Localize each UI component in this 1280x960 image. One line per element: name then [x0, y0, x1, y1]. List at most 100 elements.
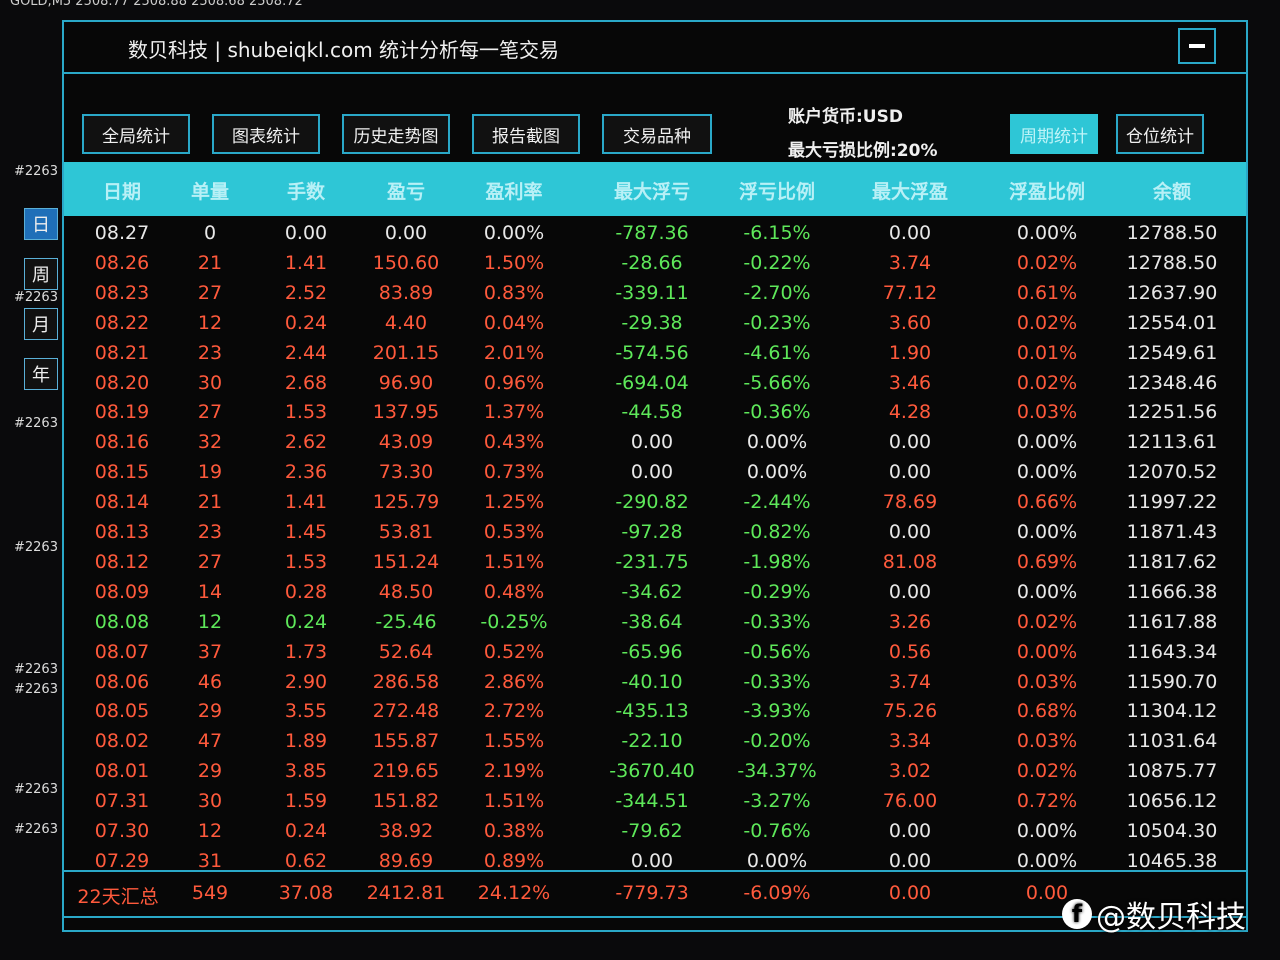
table-cell: 0	[203, 222, 217, 244]
table-cell: 27	[197, 550, 223, 573]
table-cell: 73.30	[378, 461, 434, 484]
table-cell: 0.00%	[1016, 431, 1078, 454]
table-cell: 1.59	[284, 790, 328, 813]
table-cell: 0.00	[888, 521, 932, 543]
table-cell: 0.68%	[1016, 700, 1078, 723]
table-cell: -28.66	[621, 251, 683, 274]
column-header[interactable]: 手数	[286, 181, 326, 203]
table-row[interactable]: 08.26 21 1.41 150.60 1.50% -28.66 -0.22% 3.74 0.…	[64, 250, 1246, 280]
table-row[interactable]: 07.30 12 0.24 38.92 0.38% -79.62 -0.76% 0.00 0.0…	[64, 818, 1246, 848]
table-cell: 1.41	[284, 251, 328, 274]
table-cell: 12	[197, 820, 223, 842]
table-cell: 08.07	[94, 640, 150, 663]
table-cell: 0.03%	[1016, 401, 1078, 424]
table-row[interactable]: 08.02 47 1.89 155.87 1.55% -22.10 -0.20% 3.34 0.…	[64, 728, 1246, 758]
period-button-3[interactable]: 年	[24, 358, 58, 390]
period-button-1[interactable]: 周	[24, 258, 58, 290]
table-row[interactable]: 07.29 31 0.62 89.69 0.89% 0.00 0.00% 0.00 0.00% 1…	[64, 848, 1246, 878]
table-cell: 0.96%	[483, 371, 545, 394]
table-cell: -5.66%	[743, 371, 811, 394]
tab-button-0[interactable]: 全局统计	[82, 114, 190, 154]
column-header[interactable]: 浮盈比例	[1008, 181, 1086, 203]
table-cell: 0.48%	[483, 580, 545, 603]
tab-button-5[interactable]: 周期统计	[1010, 114, 1098, 154]
table-row[interactable]: 08.07 37 1.73 52.64 0.52% -65.96 -0.56% 0.56 0.0…	[64, 639, 1246, 669]
table-cell: 29	[197, 700, 223, 723]
table-cell: 0.62	[284, 849, 328, 872]
table-row[interactable]: 08.22 12 0.24 4.40 0.04% -29.38 -0.23% 3.60 0.02…	[64, 310, 1246, 340]
order-tag: #2263	[14, 682, 58, 697]
table-cell: 0.00%	[1016, 849, 1078, 872]
table-cell: 1.45	[284, 521, 328, 543]
table-cell: 0.00	[888, 849, 932, 872]
period-button-2[interactable]: 月	[24, 308, 58, 340]
table-cell: 0.83%	[483, 281, 545, 304]
column-header[interactable]: 最大浮亏	[613, 181, 691, 203]
table-cell: -0.76%	[743, 820, 811, 842]
title-bar: 数贝科技 | shubeiqkl.com 统计分析每一笔交易	[64, 22, 1246, 74]
table-cell: 21	[197, 491, 223, 514]
table-row[interactable]: 08.21 23 2.44 201.15 2.01% -574.56 -4.61% 1.90 0…	[64, 340, 1246, 370]
table-cell: -3670.40	[609, 760, 695, 783]
table-cell: 1.51%	[483, 790, 545, 813]
table-row[interactable]: 08.13 23 1.45 53.81 0.53% -97.28 -0.82% 0.00 0.0…	[64, 519, 1246, 549]
table-cell: -34.62	[621, 580, 683, 603]
table-row[interactable]: 08.06 46 2.90 286.58 2.86% -40.10 -0.33% 3.74 0.…	[64, 669, 1246, 699]
table-cell: 14	[197, 580, 223, 603]
table-cell: 08.09	[94, 580, 150, 603]
table-row[interactable]: 08.12 27 1.53 151.24 1.51% -231.75 -1.98% 81.08…	[64, 549, 1246, 579]
minimize-icon	[1189, 44, 1205, 48]
tab-button-3[interactable]: 报告截图	[472, 114, 580, 154]
table-cell: 1.53	[284, 550, 328, 573]
table-row[interactable]: 08.14 21 1.41 125.79 1.25% -290.82 -2.44% 78.69…	[64, 489, 1246, 519]
column-header[interactable]: 盈亏	[386, 181, 426, 203]
table-row[interactable]: 08.27 0 0.00 0.00 0.00% -787.36 -6.15% 0.00 0.00…	[64, 220, 1246, 250]
table-cell: -44.58	[621, 401, 683, 424]
column-header[interactable]: 盈利率	[485, 181, 543, 203]
table-cell: 151.24	[372, 550, 440, 573]
table-cell: 0.00%	[1016, 521, 1078, 543]
table-row[interactable]: 08.16 32 2.62 43.09 0.43% 0.00 0.00% 0.00 0.00% 1…	[64, 429, 1246, 459]
table-cell: 23	[197, 521, 223, 543]
table-cell: -0.56%	[743, 640, 811, 663]
column-header[interactable]: 余额	[1152, 181, 1192, 203]
table-cell: 0.00	[888, 580, 932, 603]
column-header[interactable]: 最大浮盈	[871, 181, 949, 203]
tab-button-4[interactable]: 交易品种	[602, 114, 712, 154]
tab-button-1[interactable]: 图表统计	[212, 114, 320, 154]
table-cell: 1.37%	[483, 401, 545, 424]
table-cell: -22.10	[621, 730, 683, 753]
table-row[interactable]: 08.01 29 3.85 219.65 2.19% -3670.40 -34.37% 3.0…	[64, 758, 1246, 788]
column-header[interactable]: 日期	[102, 181, 142, 203]
period-button-0[interactable]: 日	[24, 208, 58, 240]
table-cell: -97.28	[621, 521, 683, 543]
table-row[interactable]: 07.31 30 1.59 151.82 1.51% -344.51 -3.27% 76.00…	[64, 788, 1246, 818]
table-cell: -25.46	[375, 610, 437, 633]
table-row[interactable]: 08.05 29 3.55 272.48 2.72% -435.13 -3.93% 75.26…	[64, 698, 1246, 728]
table-row[interactable]: 08.23 27 2.52 83.89 0.83% -339.11 -2.70% 77.12 0…	[64, 280, 1246, 310]
table-cell: 08.16	[94, 431, 150, 454]
table-cell: 0.00%	[746, 849, 808, 872]
table-row[interactable]: 08.09 14 0.28 48.50 0.48% -34.62 -0.29% 0.00 0.0…	[64, 579, 1246, 609]
table-cell: 1.50%	[483, 251, 545, 274]
table-row[interactable]: 08.19 27 1.53 137.95 1.37% -44.58 -0.36% 4.28 0.…	[64, 399, 1246, 429]
table-cell: 32	[197, 431, 223, 454]
table-row[interactable]: 08.08 12 0.24 -25.46 -0.25% -38.64 -0.33% 3.26 0…	[64, 609, 1246, 639]
table-cell: 1.73	[284, 640, 328, 663]
column-header[interactable]: 浮亏比例	[738, 181, 816, 203]
table-cell: 76.00	[882, 790, 938, 813]
table-cell: 10875.77	[1126, 760, 1218, 783]
watermark: f @数贝科技	[1062, 892, 1246, 936]
table-row[interactable]: 08.20 30 2.68 96.90 0.96% -694.04 -5.66% 3.46 0.…	[64, 370, 1246, 400]
table-cell: 08.02	[94, 730, 150, 753]
table-cell: 07.29	[94, 849, 150, 872]
table-row[interactable]: 08.15 19 2.36 73.30 0.73% 0.00 0.00% 0.00 0.00% 1…	[64, 459, 1246, 489]
table-cell: 3.46	[888, 371, 932, 394]
tab-button-2[interactable]: 历史走势图	[342, 114, 450, 154]
minimize-button[interactable]	[1178, 28, 1216, 64]
table-cell: -79.62	[621, 820, 683, 842]
column-header[interactable]: 单量	[190, 181, 230, 203]
tab-button-6[interactable]: 仓位统计	[1116, 114, 1204, 154]
table-cell: 0.00	[384, 222, 428, 244]
table-cell: 2.68	[284, 371, 328, 394]
